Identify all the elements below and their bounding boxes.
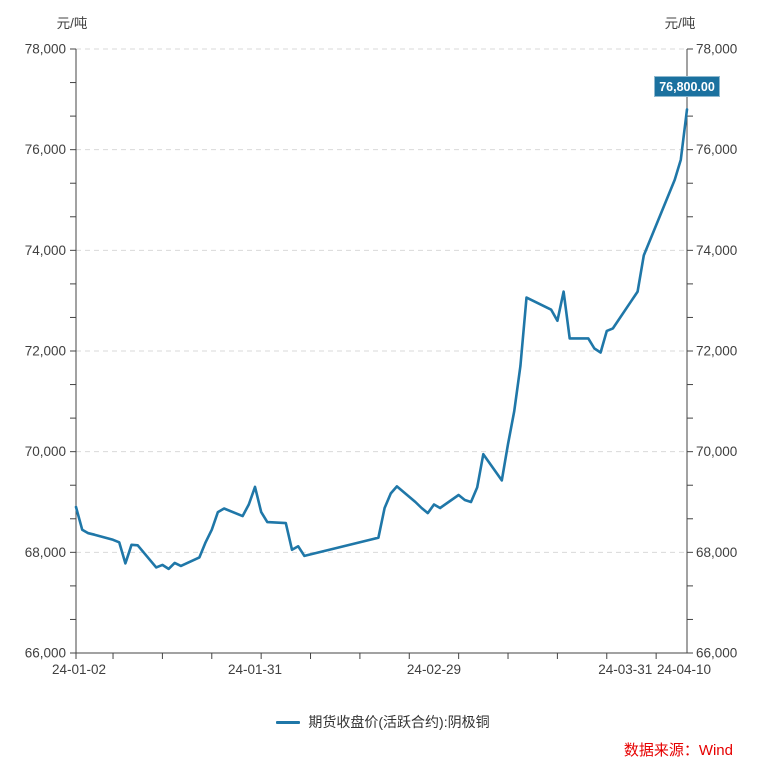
y-axis-label-left: 66,000 (25, 646, 66, 661)
y-axis-label-left: 70,000 (25, 444, 66, 459)
y-axis-label-right: 74,000 (696, 243, 737, 258)
y-axis-label-right: 72,000 (696, 344, 737, 359)
y-axis-label-left: 72,000 (25, 344, 66, 359)
y-axis-label-right: 78,000 (696, 42, 737, 57)
y-axis-label-left: 68,000 (25, 545, 66, 560)
x-axis-label: 24-01-02 (52, 662, 106, 677)
y-axis-label-left: 76,000 (25, 142, 66, 157)
y-axis-unit-left: 元/吨 (56, 16, 88, 31)
x-axis-label: 24-01-31 (228, 662, 282, 677)
y-axis-label-right: 70,000 (696, 444, 737, 459)
legend-label[interactable]: 期货收盘价(活跃合约):阴极铜 (308, 714, 490, 730)
legend-line-swatch[interactable] (276, 720, 301, 724)
legend: 期货收盘价(活跃合约):阴极铜 (0, 712, 766, 732)
x-axis-label: 24-03-31 (598, 662, 652, 677)
last-price-badge: 76,800.00 (654, 76, 720, 97)
y-axis-label-right: 68,000 (696, 545, 737, 560)
y-axis-label-right: 66,000 (696, 646, 737, 661)
y-axis-label-left: 78,000 (25, 42, 66, 57)
data-source-note: 数据来源：Wind (623, 742, 733, 759)
x-axis-label: 24-04-10 (657, 662, 711, 677)
y-axis-label-right: 76,000 (696, 142, 737, 157)
x-axis-label: 24-02-29 (407, 662, 461, 677)
price-line-chart: 66,000 66,000 68,000 68,000 70,000 70,000 72,0… (25, 42, 738, 678)
y-axis-unit-right: 元/吨 (664, 16, 696, 31)
price-line (74, 108, 689, 571)
y-axis-label-left: 74,000 (25, 243, 66, 258)
